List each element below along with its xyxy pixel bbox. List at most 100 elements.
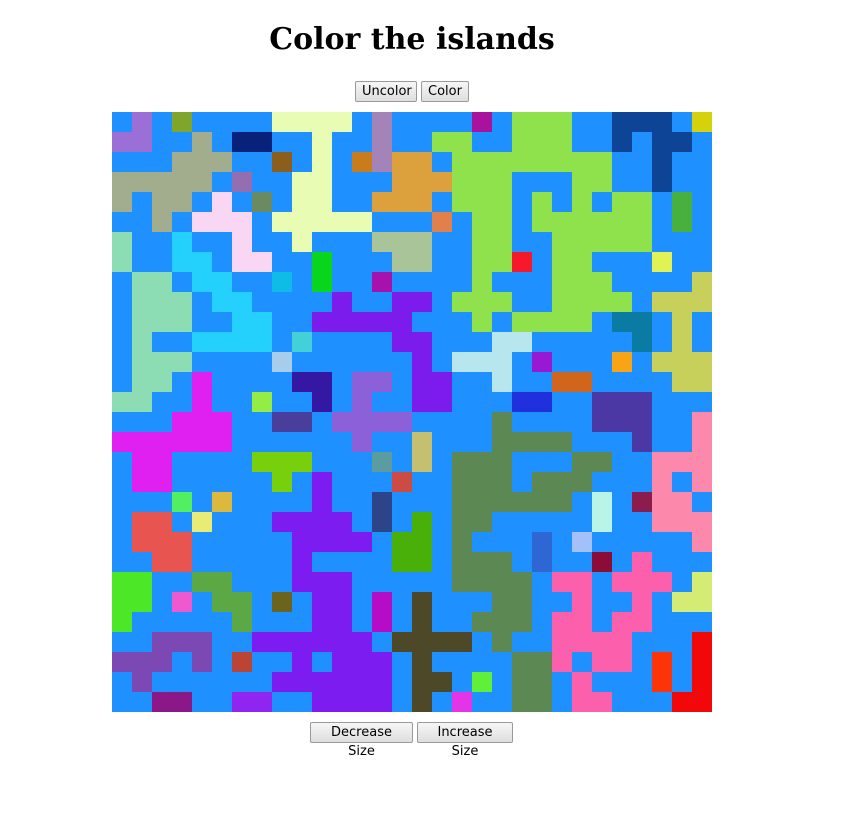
island-cell[interactable] bbox=[192, 572, 212, 592]
island-cell[interactable] bbox=[232, 292, 252, 312]
island-cell[interactable] bbox=[452, 512, 472, 532]
island-cell[interactable] bbox=[412, 632, 432, 652]
island-cell[interactable] bbox=[452, 572, 472, 592]
island-cell[interactable] bbox=[552, 212, 572, 232]
island-cell[interactable] bbox=[372, 112, 392, 132]
island-cell[interactable] bbox=[152, 632, 172, 652]
island-cell[interactable] bbox=[192, 132, 212, 152]
island-cell[interactable] bbox=[652, 512, 672, 532]
island-cell[interactable] bbox=[612, 112, 632, 132]
island-cell[interactable] bbox=[132, 472, 152, 492]
island-cell[interactable] bbox=[672, 192, 692, 212]
island-cell[interactable] bbox=[352, 212, 372, 232]
island-cell[interactable] bbox=[132, 172, 152, 192]
island-cell[interactable] bbox=[232, 132, 252, 152]
island-cell[interactable] bbox=[512, 112, 532, 132]
island-cell[interactable] bbox=[512, 332, 532, 352]
island-cell[interactable] bbox=[232, 172, 252, 192]
island-cell[interactable] bbox=[312, 112, 332, 132]
island-cell[interactable] bbox=[612, 572, 632, 592]
island-cell[interactable] bbox=[592, 652, 612, 672]
island-cell[interactable] bbox=[392, 412, 412, 432]
island-cell[interactable] bbox=[172, 532, 192, 552]
island-cell[interactable] bbox=[612, 352, 632, 372]
island-cell[interactable] bbox=[372, 372, 392, 392]
island-cell[interactable] bbox=[532, 492, 552, 512]
island-cell[interactable] bbox=[312, 212, 332, 232]
island-cell[interactable] bbox=[512, 652, 532, 672]
island-cell[interactable] bbox=[292, 372, 312, 392]
island-cell[interactable] bbox=[252, 392, 272, 412]
island-cell[interactable] bbox=[692, 352, 712, 372]
island-cell[interactable] bbox=[312, 192, 332, 212]
island-cell[interactable] bbox=[512, 492, 532, 512]
island-cell[interactable] bbox=[392, 252, 412, 272]
island-cell[interactable] bbox=[552, 112, 572, 132]
island-cell[interactable] bbox=[312, 472, 332, 492]
island-cell[interactable] bbox=[572, 632, 592, 652]
island-cell[interactable] bbox=[472, 192, 492, 212]
island-cell[interactable] bbox=[352, 312, 372, 332]
island-cell[interactable] bbox=[492, 152, 512, 172]
island-cell[interactable] bbox=[272, 592, 292, 612]
island-cell[interactable] bbox=[212, 572, 232, 592]
island-cell[interactable] bbox=[532, 672, 552, 692]
island-cell[interactable] bbox=[172, 412, 192, 432]
island-cell[interactable] bbox=[632, 332, 652, 352]
island-cell[interactable] bbox=[272, 152, 292, 172]
island-cell[interactable] bbox=[412, 392, 432, 412]
island-grid[interactable] bbox=[112, 112, 712, 712]
island-cell[interactable] bbox=[252, 632, 272, 652]
island-cell[interactable] bbox=[132, 452, 152, 472]
island-cell[interactable] bbox=[292, 652, 312, 672]
island-cell[interactable] bbox=[672, 332, 692, 352]
island-cell[interactable] bbox=[132, 112, 152, 132]
island-cell[interactable] bbox=[352, 692, 372, 712]
island-cell[interactable] bbox=[532, 212, 552, 232]
island-cell[interactable] bbox=[472, 212, 492, 232]
island-cell[interactable] bbox=[572, 212, 592, 232]
island-cell[interactable] bbox=[112, 572, 132, 592]
island-cell[interactable] bbox=[192, 652, 212, 672]
island-cell[interactable] bbox=[452, 492, 472, 512]
island-cell[interactable] bbox=[692, 412, 712, 432]
island-cell[interactable] bbox=[152, 312, 172, 332]
island-cell[interactable] bbox=[332, 672, 352, 692]
island-cell[interactable] bbox=[332, 612, 352, 632]
island-cell[interactable] bbox=[492, 332, 512, 352]
island-cell[interactable] bbox=[652, 112, 672, 132]
island-cell[interactable] bbox=[312, 532, 332, 552]
island-cell[interactable] bbox=[332, 292, 352, 312]
island-cell[interactable] bbox=[172, 312, 192, 332]
island-cell[interactable] bbox=[392, 312, 412, 332]
island-cell[interactable] bbox=[592, 692, 612, 712]
decrease-size-button[interactable]: Decrease Size bbox=[310, 722, 413, 759]
island-cell[interactable] bbox=[512, 392, 532, 412]
island-cell[interactable] bbox=[692, 672, 712, 692]
island-cell[interactable] bbox=[472, 572, 492, 592]
island-cell[interactable] bbox=[272, 212, 292, 232]
island-cell[interactable] bbox=[392, 532, 412, 552]
island-cell[interactable] bbox=[552, 572, 572, 592]
island-cell[interactable] bbox=[692, 372, 712, 392]
island-cell[interactable] bbox=[352, 632, 372, 652]
island-cell[interactable] bbox=[632, 192, 652, 212]
island-cell[interactable] bbox=[372, 312, 392, 332]
island-cell[interactable] bbox=[652, 252, 672, 272]
island-cell[interactable] bbox=[152, 352, 172, 372]
island-cell[interactable] bbox=[552, 292, 572, 312]
island-cell[interactable] bbox=[372, 232, 392, 252]
island-cell[interactable] bbox=[272, 452, 292, 472]
island-cell[interactable] bbox=[132, 432, 152, 452]
island-cell[interactable] bbox=[532, 152, 552, 172]
island-cell[interactable] bbox=[652, 492, 672, 512]
island-cell[interactable] bbox=[652, 472, 672, 492]
island-cell[interactable] bbox=[592, 392, 612, 412]
island-cell[interactable] bbox=[672, 132, 692, 152]
island-cell[interactable] bbox=[572, 192, 592, 212]
island-cell[interactable] bbox=[192, 372, 212, 392]
island-cell[interactable] bbox=[112, 252, 132, 272]
island-cell[interactable] bbox=[412, 232, 432, 252]
island-cell[interactable] bbox=[292, 452, 312, 472]
island-cell[interactable] bbox=[152, 172, 172, 192]
